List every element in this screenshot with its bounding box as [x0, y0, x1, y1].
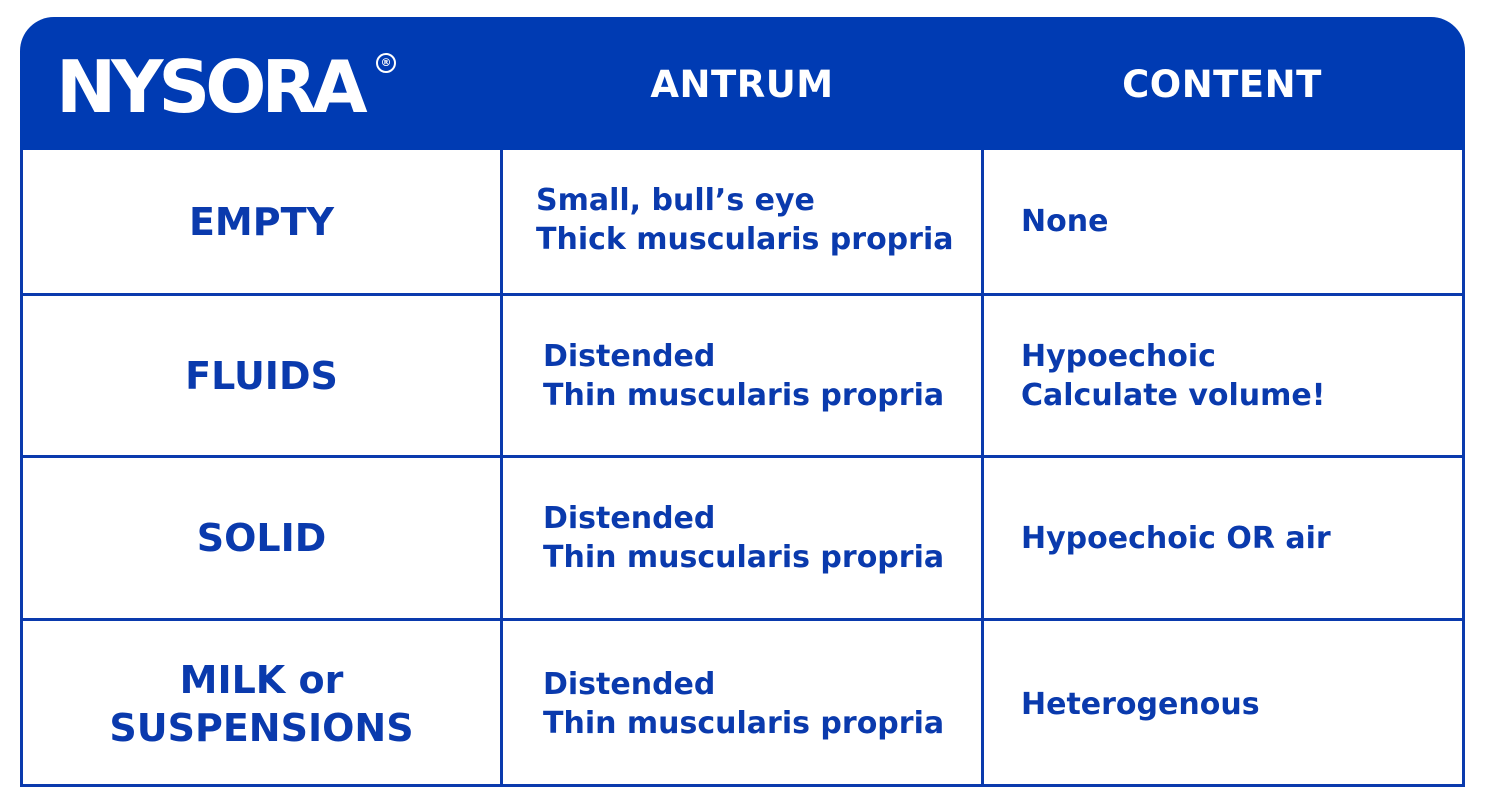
content-cell: Hypoechoic Calculate volume! — [984, 296, 1462, 455]
antrum-line: Thin muscularis propria — [543, 540, 945, 575]
antrum-line: Thick muscularis propria — [536, 221, 954, 257]
antrum-line: Thin muscularis propria — [543, 377, 945, 413]
column-header-content: CONTENT — [1122, 63, 1322, 106]
state-label: SUSPENSIONS — [109, 706, 414, 750]
stomach-content-table: NYSORA ® ANTRUM CONTENT EMPTY Small, bul… — [20, 17, 1465, 787]
table-body: EMPTY Small, bull’s eye Thick muscularis… — [20, 150, 1465, 787]
state-label: SOLID — [196, 516, 327, 560]
table-row-milk: MILK or SUSPENSIONS Distended Thin muscu… — [23, 621, 1462, 787]
content-line: Heterogenous — [1021, 686, 1260, 722]
table-row-fluids: FLUIDS Distended Thin muscularis propria… — [23, 296, 1462, 458]
state-label: MILK or — [179, 658, 344, 702]
content-cell: Hypoechoic OR air — [984, 458, 1462, 618]
column-header-antrum: ANTRUM — [650, 63, 834, 106]
state-label: FLUIDS — [185, 353, 338, 398]
state-cell: SOLID — [23, 458, 503, 618]
antrum-cell: Distended Thin muscularis propria — [503, 458, 984, 618]
antrum-line: Distended — [543, 667, 716, 702]
state-cell: FLUIDS — [23, 296, 503, 455]
table-header: NYSORA ® ANTRUM CONTENT — [20, 17, 1465, 150]
registered-mark-icon: ® — [376, 53, 396, 73]
content-cell: None — [984, 150, 1462, 293]
antrum-cell: Distended Thin muscularis propria — [503, 296, 984, 455]
antrum-line: Distended — [543, 338, 716, 374]
content-line: Calculate volume! — [1021, 377, 1326, 413]
content-line: Hypoechoic OR air — [1021, 520, 1331, 556]
nysora-logo: NYSORA — [56, 45, 368, 129]
state-cell: EMPTY — [23, 150, 503, 293]
content-line: Hypoechoic — [1021, 338, 1216, 374]
antrum-line: Small, bull’s eye — [536, 182, 815, 218]
state-label: EMPTY — [188, 199, 335, 244]
antrum-line: Thin muscularis propria — [543, 706, 945, 741]
table-row-solid: SOLID Distended Thin muscularis propria … — [23, 458, 1462, 621]
antrum-line: Distended — [543, 501, 716, 536]
antrum-cell: Distended Thin muscularis propria — [503, 621, 984, 787]
antrum-cell: Small, bull’s eye Thick muscularis propr… — [503, 150, 984, 293]
content-cell: Heterogenous — [984, 621, 1462, 787]
content-line: None — [1021, 204, 1109, 239]
table-row-empty: EMPTY Small, bull’s eye Thick muscularis… — [23, 150, 1462, 296]
state-cell: MILK or SUSPENSIONS — [23, 621, 503, 787]
